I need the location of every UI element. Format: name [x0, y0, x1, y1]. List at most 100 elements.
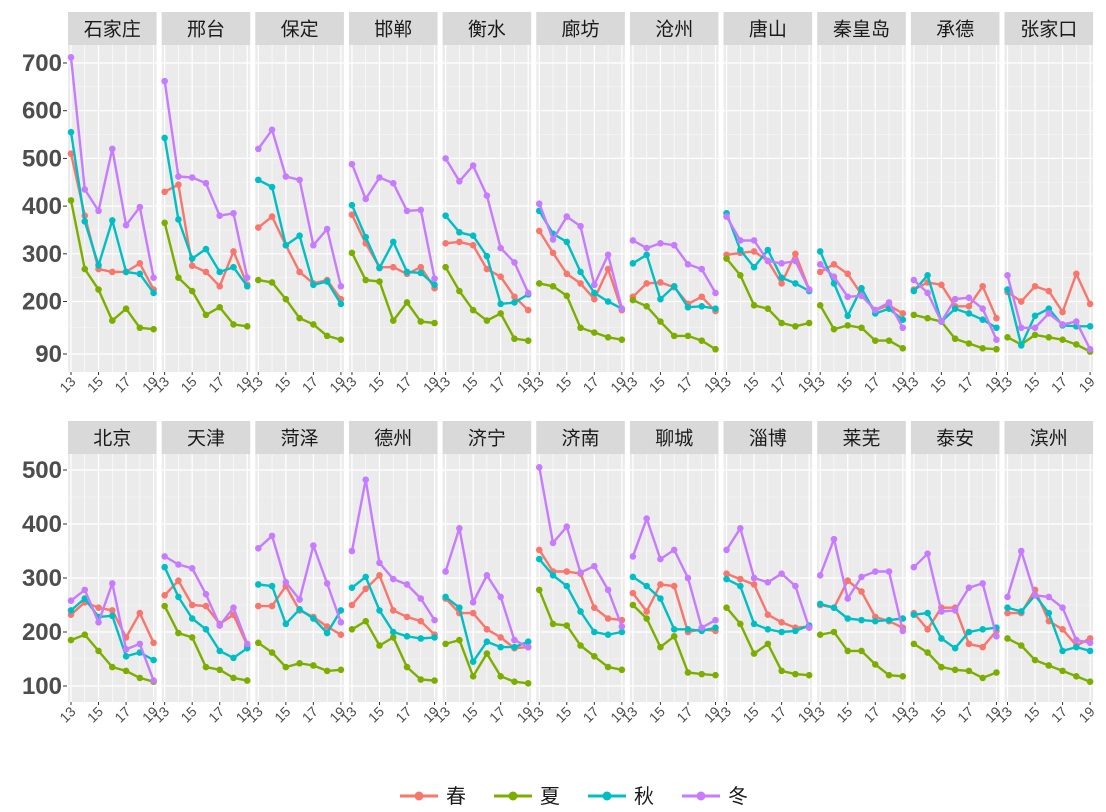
data-point	[161, 591, 168, 599]
data-point	[629, 296, 637, 304]
data-point	[109, 145, 116, 153]
x-tick-label: 17	[111, 703, 133, 725]
data-point	[750, 302, 758, 309]
data-point	[469, 306, 477, 314]
data-point	[348, 584, 356, 592]
data-point	[938, 635, 945, 642]
data-point	[577, 280, 584, 287]
legend-item-winter: 冬	[682, 784, 748, 808]
data-point	[268, 279, 276, 286]
data-point	[268, 582, 276, 590]
facet-title: 衡水	[468, 19, 506, 41]
x-tick-label: 15	[1020, 703, 1042, 725]
data-point	[456, 525, 463, 532]
y-tick-label: 600	[22, 98, 62, 125]
data-point	[938, 318, 945, 325]
data-point	[175, 216, 182, 223]
data-point	[376, 572, 383, 579]
data-point	[1045, 334, 1053, 341]
data-point	[830, 261, 838, 268]
data-point	[643, 615, 650, 622]
data-point	[524, 306, 532, 314]
data-point	[792, 323, 799, 330]
legend-key-spring-point	[414, 791, 424, 801]
facet-strip	[723, 421, 813, 454]
x-tick-label: 15	[271, 373, 293, 395]
data-point	[442, 263, 449, 271]
data-point	[885, 337, 893, 344]
data-point	[161, 188, 168, 196]
data-point	[230, 674, 237, 682]
data-point	[830, 604, 838, 611]
data-point	[629, 573, 637, 581]
data-point	[362, 276, 370, 284]
data-point	[524, 337, 532, 344]
data-point	[524, 638, 532, 646]
data-point	[310, 241, 317, 249]
data-point	[844, 647, 852, 655]
data-point	[1017, 642, 1025, 649]
data-point	[712, 616, 719, 624]
data-point	[563, 270, 571, 278]
data-point	[161, 553, 168, 560]
data-point	[938, 608, 945, 615]
data-point	[442, 593, 449, 601]
data-point	[362, 233, 370, 241]
data-point	[243, 323, 251, 330]
data-point	[122, 221, 130, 229]
data-point	[629, 237, 637, 244]
data-point	[417, 676, 425, 683]
data-point	[1086, 323, 1094, 330]
data-point	[431, 281, 438, 289]
data-point	[629, 601, 637, 609]
data-point	[805, 671, 813, 679]
data-point	[188, 262, 196, 270]
data-point	[456, 287, 463, 295]
data-point	[764, 257, 772, 265]
data-point	[965, 294, 973, 302]
data-point	[563, 292, 571, 300]
x-tick-label: 15	[177, 373, 199, 395]
data-point	[456, 238, 463, 246]
data-point	[899, 344, 907, 352]
legend: 春 夏 秋 冬	[400, 784, 748, 808]
data-point	[296, 314, 303, 322]
data-point	[577, 569, 584, 576]
data-point	[591, 329, 598, 336]
data-point	[750, 248, 758, 255]
data-point	[792, 670, 799, 678]
facet-title: 张家口	[1020, 19, 1077, 41]
x-tick-label: 17	[1048, 373, 1070, 395]
data-point	[67, 597, 75, 604]
data-point	[684, 626, 692, 633]
data-point	[951, 607, 959, 614]
data-point	[95, 618, 102, 626]
x-tick-label: 17	[673, 373, 695, 395]
data-point	[871, 661, 879, 668]
data-point	[858, 647, 865, 655]
x-tick-label: 17	[673, 703, 695, 725]
facet-strip	[536, 421, 625, 454]
data-point	[403, 207, 411, 215]
data-point	[122, 667, 130, 675]
data-point	[67, 53, 75, 61]
y-tick-label: 500	[22, 145, 62, 172]
data-point	[442, 240, 449, 247]
data-point	[323, 580, 331, 587]
data-point	[618, 628, 626, 636]
data-point	[483, 638, 491, 646]
data-point	[122, 305, 130, 312]
data-point	[698, 265, 706, 273]
data-point	[577, 642, 584, 649]
data-point	[1045, 593, 1053, 601]
data-point	[348, 601, 356, 609]
data-point	[670, 633, 678, 640]
legend-key-summer-point	[508, 791, 518, 801]
data-point	[778, 280, 785, 287]
data-point	[254, 145, 262, 153]
facet-strip	[442, 12, 532, 45]
x-tick-label: 15	[739, 703, 761, 725]
